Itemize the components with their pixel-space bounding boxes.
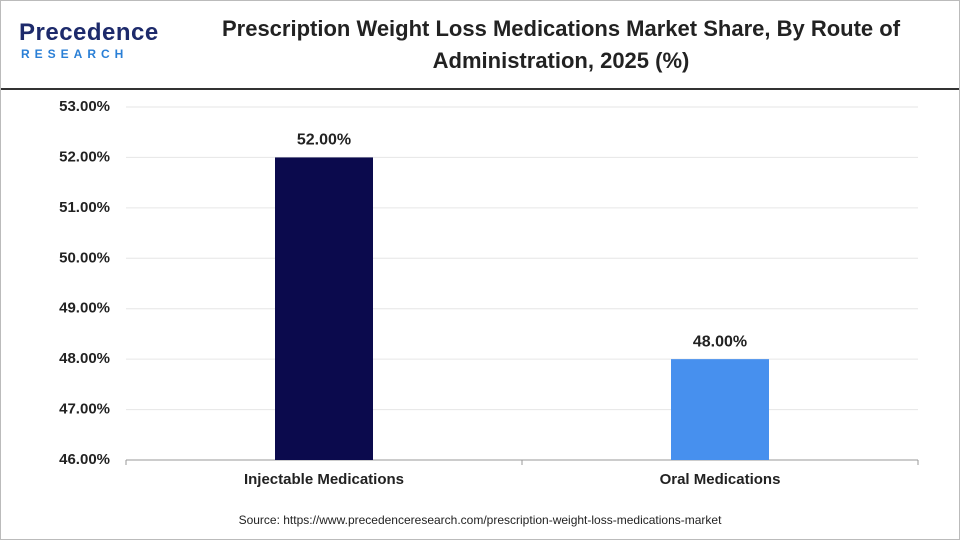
y-tick-label: 52.00% (59, 148, 110, 165)
bar (671, 359, 769, 460)
logo-tagline: RESEARCH (21, 47, 129, 61)
y-tick-label: 51.00% (59, 199, 110, 216)
y-tick-label: 53.00% (59, 98, 110, 115)
x-tick-label: Injectable Medications (244, 471, 404, 488)
y-tick-label: 49.00% (59, 300, 110, 317)
y-tick-label: 47.00% (59, 401, 110, 418)
y-tick-label: 50.00% (59, 249, 110, 266)
x-tick-label: Oral Medications (660, 471, 781, 488)
logo-name: Precedence (19, 19, 159, 46)
bar (275, 157, 373, 460)
chart-title: Prescription Weight Loss Medications Mar… (221, 16, 901, 73)
value-label: 52.00% (297, 132, 351, 149)
y-tick-label: 48.00% (59, 350, 110, 367)
source-note: Source: https://www.precedenceresearch.c… (239, 513, 723, 527)
header-rule (1, 88, 959, 90)
y-tick-label: 46.00% (59, 451, 110, 468)
value-label: 48.00% (693, 333, 747, 350)
